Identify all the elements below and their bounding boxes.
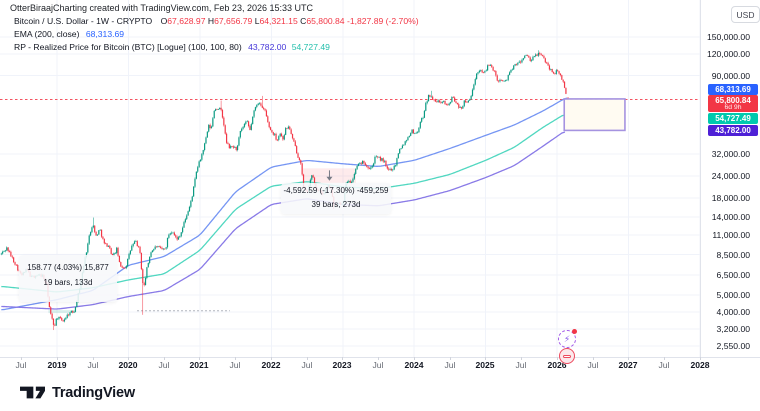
ema-value: 68,313.69 xyxy=(85,29,125,39)
measure-up-line2: 19 bars, 133d xyxy=(43,278,93,287)
ema-legend-row[interactable]: EMA (200, close) 68,313.69 xyxy=(14,29,124,39)
price-badge: 43,782.00 xyxy=(708,125,758,136)
symbol-legend-row[interactable]: Bitcoin / U.S. Dollar - 1W - CRYPTO O67,… xyxy=(14,16,419,26)
time-axis-label: Jul xyxy=(515,360,527,370)
rp-legend-row[interactable]: RP - Realized Price for Bitcoin (BTC) [L… xyxy=(14,42,330,52)
attribution-text: OtterBiraajCharting created with Trading… xyxy=(10,3,313,13)
halving-event-icon[interactable] xyxy=(559,348,575,364)
time-axis-label: Jul xyxy=(87,360,99,370)
price-axis-label: 2,550.00 xyxy=(716,341,750,352)
change-value: -1,827.89 (-2.70%) xyxy=(346,16,419,26)
time-axis-label: Jul xyxy=(158,360,170,370)
notification-dot xyxy=(572,329,577,334)
time-axis-label: 2022 xyxy=(261,360,281,370)
bar-countdown: 6d 9h xyxy=(724,104,742,111)
price-axis-label: 150,000.00 xyxy=(706,32,750,42)
time-axis-label: Jul xyxy=(587,360,599,370)
time-axis-label: 2028 xyxy=(690,360,710,370)
flash-event-icon[interactable]: ⚡ xyxy=(558,329,577,348)
price-axis-label: 8,500.00 xyxy=(716,249,750,260)
price-axis-label: 4,000.00 xyxy=(716,306,750,317)
price-badge: 54,727.49 xyxy=(708,113,758,124)
tradingview-logo-mark xyxy=(20,386,45,399)
price-badge: 65,800.84 6d 9h xyxy=(708,95,758,112)
price-axis-label: 3,200.00 xyxy=(716,323,750,334)
time-axis-label: Jul xyxy=(658,360,670,370)
ema-label: EMA (200, close) xyxy=(14,29,80,39)
price-axis-label: 32,000.00 xyxy=(711,149,750,160)
measure-annotation-up: 158.77 (4.03%) 15,877 19 bars, 133d xyxy=(19,255,117,302)
symbol-title: Bitcoin / U.S. Dollar - 1W - CRYPTO xyxy=(14,16,153,26)
price-axis-label: 14,000.00 xyxy=(711,211,750,222)
price-axis-label: 24,000.00 xyxy=(711,171,750,181)
tradingview-logo[interactable]: TradingView xyxy=(20,384,135,401)
time-axis-label: 2021 xyxy=(189,360,209,370)
measure-down-line2: 39 bars, 273d xyxy=(311,200,361,209)
rp-upper-value: 54,727.49 xyxy=(291,42,330,52)
time-axis-label: 2027 xyxy=(618,360,638,370)
lightning-icon: ⚡ xyxy=(563,333,571,344)
time-axis-label: 2025 xyxy=(475,360,495,370)
time-axis-label: 2024 xyxy=(404,360,424,370)
time-axis-label: Jul xyxy=(444,360,456,370)
price-axis-label: 5,000.00 xyxy=(716,289,750,300)
price-axis-label: 11,000.00 xyxy=(712,230,750,241)
rp-lower-value: 43,782.00 xyxy=(248,42,287,52)
measure-annotation-down: -4,592.59 (-17.30%) -459,259 39 bars, 27… xyxy=(281,183,391,214)
time-axis-label: Jul xyxy=(15,360,27,370)
ohlc-values: O67,628.97 H67,656.79 L64,321.15 C65,800… xyxy=(160,16,419,26)
price-axis-label: 18,000.00 xyxy=(711,192,750,203)
time-axis-label: 2026 xyxy=(547,360,567,370)
time-axis-label: 2023 xyxy=(332,360,352,370)
price-axis-label: 90,000.00 xyxy=(711,70,750,81)
measure-up-line1: 158.77 (4.03%) 15,877 xyxy=(27,263,109,272)
tradingview-logo-text: TradingView xyxy=(52,384,135,401)
measure-down-line1: -4,592.59 (-17.30%) -459,259 xyxy=(283,186,389,195)
price-axis-unit-button[interactable]: USD xyxy=(731,6,760,23)
minus-bar-icon xyxy=(563,354,571,358)
time-axis-label: 2020 xyxy=(118,360,138,370)
price-badge: 68,313.69 xyxy=(708,84,758,95)
time-axis-label: Jul xyxy=(372,360,384,370)
time-axis-label: Jul xyxy=(301,360,313,370)
time-axis-label: 2019 xyxy=(47,360,67,370)
time-axis-label: Jul xyxy=(229,360,241,370)
price-axis-label: 6,500.00 xyxy=(716,270,750,281)
rp-label: RP - Realized Price for Bitcoin (BTC) [L… xyxy=(14,42,242,52)
price-axis-label: 120,000.00 xyxy=(706,48,750,59)
